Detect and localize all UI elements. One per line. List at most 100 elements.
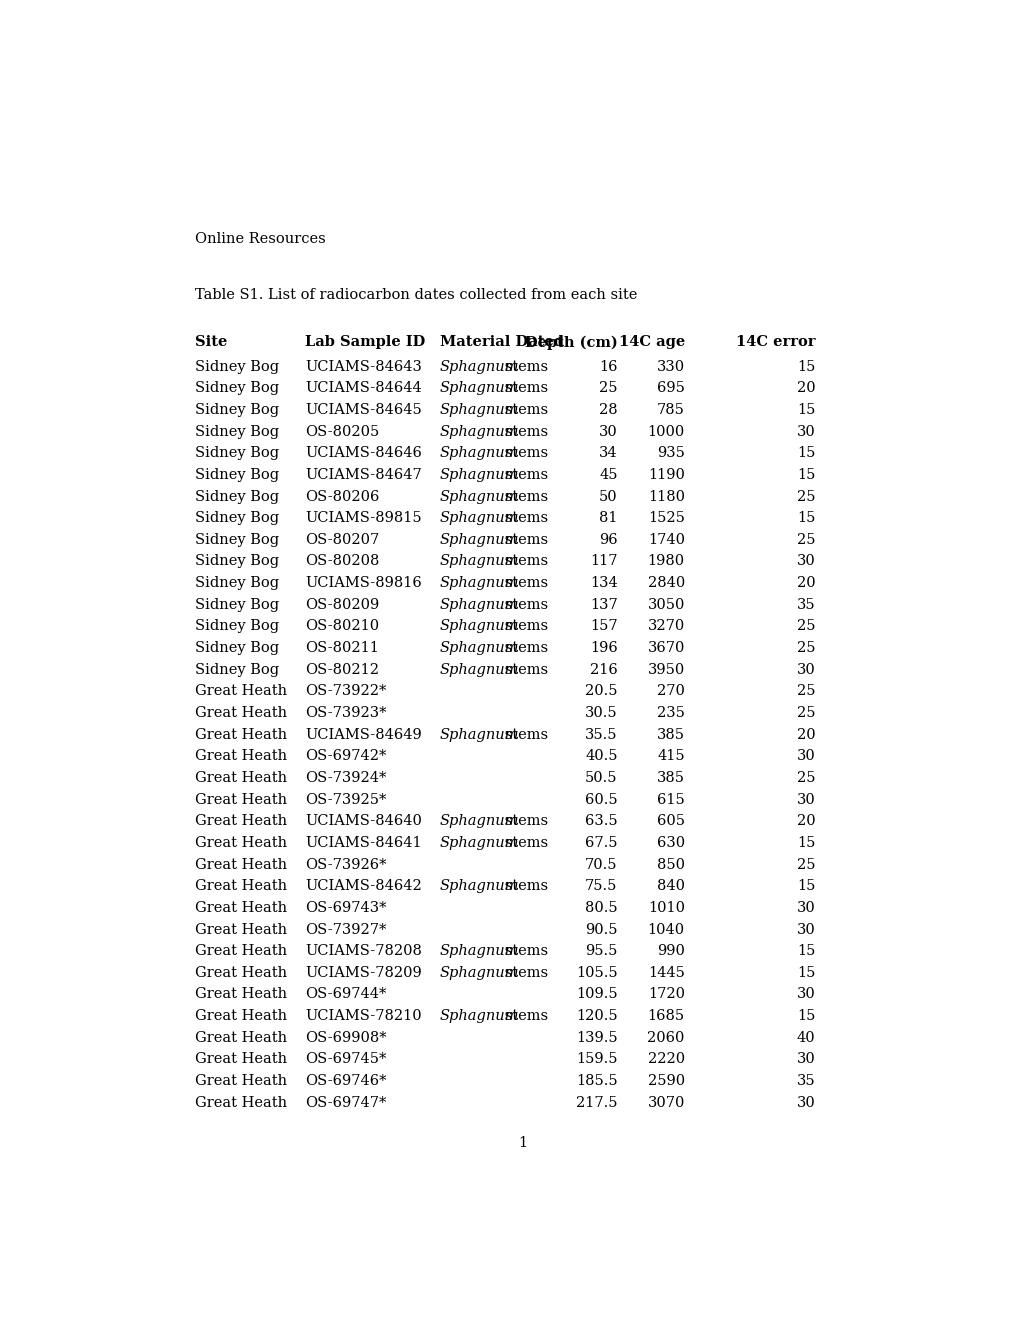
Text: Great Heath: Great Heath <box>195 1008 286 1023</box>
Text: UCIAMS-84641: UCIAMS-84641 <box>305 836 422 850</box>
Text: stems: stems <box>499 642 547 655</box>
Text: Great Heath: Great Heath <box>195 792 286 807</box>
Text: Sphagnum: Sphagnum <box>439 1008 519 1023</box>
Text: Great Heath: Great Heath <box>195 727 286 742</box>
Text: 16: 16 <box>598 359 618 374</box>
Text: stems: stems <box>499 727 547 742</box>
Text: OS-69747*: OS-69747* <box>305 1096 386 1110</box>
Text: 15: 15 <box>796 966 814 979</box>
Text: Great Heath: Great Heath <box>195 966 286 979</box>
Text: 30: 30 <box>796 1096 814 1110</box>
Text: Great Heath: Great Heath <box>195 684 286 698</box>
Text: 15: 15 <box>796 467 814 482</box>
Text: 1040: 1040 <box>647 923 684 936</box>
Text: 2060: 2060 <box>647 1031 684 1044</box>
Text: stems: stems <box>499 814 547 828</box>
Text: stems: stems <box>499 533 547 546</box>
Text: Sidney Bog: Sidney Bog <box>195 554 278 569</box>
Text: Sidney Bog: Sidney Bog <box>195 425 278 438</box>
Text: Sphagnum: Sphagnum <box>439 944 519 958</box>
Text: 30: 30 <box>796 663 814 677</box>
Text: Site: Site <box>195 335 227 350</box>
Text: 785: 785 <box>656 403 684 417</box>
Text: 157: 157 <box>589 619 618 634</box>
Text: 1180: 1180 <box>647 490 684 503</box>
Text: stems: stems <box>499 836 547 850</box>
Text: 20: 20 <box>796 381 814 395</box>
Text: OS-73924*: OS-73924* <box>305 771 386 785</box>
Text: OS-80208: OS-80208 <box>305 554 379 569</box>
Text: Great Heath: Great Heath <box>195 1031 286 1044</box>
Text: 30: 30 <box>796 1052 814 1067</box>
Text: Sidney Bog: Sidney Bog <box>195 576 278 590</box>
Text: 30: 30 <box>796 425 814 438</box>
Text: OS-80209: OS-80209 <box>305 598 379 611</box>
Text: 96: 96 <box>598 533 618 546</box>
Text: 15: 15 <box>796 511 814 525</box>
Text: 270: 270 <box>656 684 684 698</box>
Text: stems: stems <box>499 944 547 958</box>
Text: OS-69742*: OS-69742* <box>305 750 386 763</box>
Text: 605: 605 <box>656 814 684 828</box>
Text: Sphagnum: Sphagnum <box>439 359 519 374</box>
Text: OS-80207: OS-80207 <box>305 533 379 546</box>
Text: Online Resources: Online Resources <box>195 231 325 246</box>
Text: 630: 630 <box>656 836 684 850</box>
Text: UCIAMS-84647: UCIAMS-84647 <box>305 467 422 482</box>
Text: Sidney Bog: Sidney Bog <box>195 598 278 611</box>
Text: stems: stems <box>499 446 547 461</box>
Text: 695: 695 <box>656 381 684 395</box>
Text: Sphagnum: Sphagnum <box>439 576 519 590</box>
Text: 95.5: 95.5 <box>585 944 618 958</box>
Text: 30.5: 30.5 <box>585 706 618 719</box>
Text: 2220: 2220 <box>647 1052 684 1067</box>
Text: Sidney Bog: Sidney Bog <box>195 642 278 655</box>
Text: 15: 15 <box>796 879 814 894</box>
Text: 1740: 1740 <box>647 533 684 546</box>
Text: 330: 330 <box>656 359 684 374</box>
Text: OS-73922*: OS-73922* <box>305 684 386 698</box>
Text: Great Heath: Great Heath <box>195 836 286 850</box>
Text: 25: 25 <box>796 619 814 634</box>
Text: 117: 117 <box>590 554 618 569</box>
Text: 216: 216 <box>589 663 618 677</box>
Text: OS-80210: OS-80210 <box>305 619 379 634</box>
Text: 385: 385 <box>656 727 684 742</box>
Text: Sidney Bog: Sidney Bog <box>195 619 278 634</box>
Text: UCIAMS-89815: UCIAMS-89815 <box>305 511 422 525</box>
Text: Great Heath: Great Heath <box>195 900 286 915</box>
Text: UCIAMS-78210: UCIAMS-78210 <box>305 1008 422 1023</box>
Text: 15: 15 <box>796 944 814 958</box>
Text: Sphagnum: Sphagnum <box>439 403 519 417</box>
Text: Material Dated: Material Dated <box>439 335 564 350</box>
Text: 30: 30 <box>796 900 814 915</box>
Text: 990: 990 <box>656 944 684 958</box>
Text: 1720: 1720 <box>647 987 684 1002</box>
Text: UCIAMS-84649: UCIAMS-84649 <box>305 727 422 742</box>
Text: Sidney Bog: Sidney Bog <box>195 446 278 461</box>
Text: Sphagnum: Sphagnum <box>439 554 519 569</box>
Text: 185.5: 185.5 <box>576 1074 618 1088</box>
Text: OS-69746*: OS-69746* <box>305 1074 386 1088</box>
Text: Sidney Bog: Sidney Bog <box>195 381 278 395</box>
Text: 25: 25 <box>796 642 814 655</box>
Text: 25: 25 <box>796 858 814 871</box>
Text: 15: 15 <box>796 359 814 374</box>
Text: Sphagnum: Sphagnum <box>439 966 519 979</box>
Text: 25: 25 <box>796 706 814 719</box>
Text: 3050: 3050 <box>647 598 684 611</box>
Text: Great Heath: Great Heath <box>195 923 286 936</box>
Text: OS-69745*: OS-69745* <box>305 1052 386 1067</box>
Text: 80.5: 80.5 <box>585 900 618 915</box>
Text: Sphagnum: Sphagnum <box>439 425 519 438</box>
Text: Lab Sample ID: Lab Sample ID <box>305 335 425 350</box>
Text: OS-80211: OS-80211 <box>305 642 379 655</box>
Text: Sphagnum: Sphagnum <box>439 511 519 525</box>
Text: 25: 25 <box>796 490 814 503</box>
Text: 15: 15 <box>796 446 814 461</box>
Text: 159.5: 159.5 <box>576 1052 618 1067</box>
Text: UCIAMS-84643: UCIAMS-84643 <box>305 359 422 374</box>
Text: 30: 30 <box>796 987 814 1002</box>
Text: Sphagnum: Sphagnum <box>439 598 519 611</box>
Text: 25: 25 <box>796 684 814 698</box>
